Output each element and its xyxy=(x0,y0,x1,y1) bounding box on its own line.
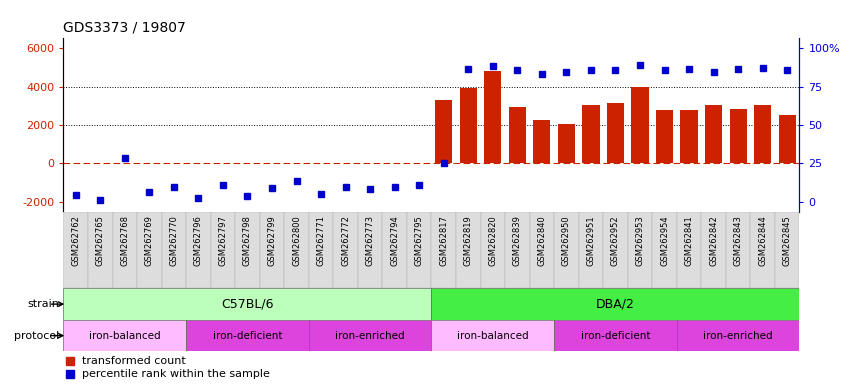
Text: GSM262844: GSM262844 xyxy=(758,215,767,266)
Text: iron-balanced: iron-balanced xyxy=(457,331,529,341)
Bar xyxy=(579,212,603,288)
Bar xyxy=(505,212,530,288)
Bar xyxy=(628,212,652,288)
Bar xyxy=(333,212,358,288)
Text: GSM262845: GSM262845 xyxy=(783,215,792,266)
Text: percentile rank within the sample: percentile rank within the sample xyxy=(82,369,270,379)
Bar xyxy=(508,107,526,164)
Text: GSM262768: GSM262768 xyxy=(120,215,129,266)
Text: GSM262841: GSM262841 xyxy=(684,215,694,266)
Bar xyxy=(554,320,677,351)
Text: GSM262798: GSM262798 xyxy=(243,215,252,266)
Text: GSM262839: GSM262839 xyxy=(513,215,522,266)
Bar xyxy=(631,86,649,164)
Bar xyxy=(211,212,235,288)
Text: GSM262773: GSM262773 xyxy=(365,215,375,266)
Text: GSM262951: GSM262951 xyxy=(586,215,596,266)
Text: GSM262797: GSM262797 xyxy=(218,215,228,266)
Text: GSM262820: GSM262820 xyxy=(488,215,497,266)
Bar xyxy=(431,320,554,351)
Text: GSM262840: GSM262840 xyxy=(537,215,547,266)
Text: GSM262799: GSM262799 xyxy=(267,215,277,266)
Bar xyxy=(582,105,600,164)
Text: GSM262952: GSM262952 xyxy=(611,215,620,266)
Text: iron-deficient: iron-deficient xyxy=(212,331,283,341)
Bar xyxy=(750,212,775,288)
Text: GSM262843: GSM262843 xyxy=(733,215,743,266)
Bar xyxy=(726,212,750,288)
Bar xyxy=(137,212,162,288)
Bar xyxy=(603,212,628,288)
Bar xyxy=(729,109,747,164)
Bar xyxy=(481,212,505,288)
Bar xyxy=(63,320,186,351)
Bar xyxy=(775,212,799,288)
Bar xyxy=(63,212,88,288)
Bar xyxy=(382,212,407,288)
Text: GSM262842: GSM262842 xyxy=(709,215,718,266)
Text: GSM262950: GSM262950 xyxy=(562,215,571,266)
Bar xyxy=(652,212,677,288)
Bar xyxy=(235,212,260,288)
Text: GSM262796: GSM262796 xyxy=(194,215,203,266)
Bar xyxy=(554,212,579,288)
Text: iron-enriched: iron-enriched xyxy=(703,331,773,341)
Text: GSM262800: GSM262800 xyxy=(292,215,301,266)
Bar xyxy=(459,88,477,164)
Text: GSM262794: GSM262794 xyxy=(390,215,399,266)
Text: GSM262772: GSM262772 xyxy=(341,215,350,266)
Text: protocol: protocol xyxy=(14,331,59,341)
Bar xyxy=(284,212,309,288)
Bar xyxy=(656,109,673,164)
Bar xyxy=(63,288,431,320)
Bar xyxy=(701,212,726,288)
Bar xyxy=(162,212,186,288)
Bar xyxy=(431,212,456,288)
Bar xyxy=(407,212,431,288)
Text: GSM262819: GSM262819 xyxy=(464,215,473,266)
Text: GDS3373 / 19807: GDS3373 / 19807 xyxy=(63,21,186,35)
Bar xyxy=(484,71,502,164)
Bar xyxy=(113,212,137,288)
Text: GSM262769: GSM262769 xyxy=(145,215,154,266)
Bar xyxy=(705,105,722,164)
Bar xyxy=(607,103,624,164)
Bar xyxy=(754,105,772,164)
Text: iron-deficient: iron-deficient xyxy=(580,331,651,341)
Text: iron-balanced: iron-balanced xyxy=(89,331,161,341)
Bar xyxy=(456,212,481,288)
Text: GSM262762: GSM262762 xyxy=(71,215,80,266)
Text: GSM262817: GSM262817 xyxy=(439,215,448,266)
Text: GSM262954: GSM262954 xyxy=(660,215,669,266)
Bar xyxy=(260,212,284,288)
Bar xyxy=(533,120,551,164)
Bar xyxy=(558,124,575,164)
Text: C57BL/6: C57BL/6 xyxy=(221,298,274,311)
Bar xyxy=(677,320,799,351)
Text: strain: strain xyxy=(27,299,59,309)
Bar xyxy=(309,320,431,351)
Text: GSM262771: GSM262771 xyxy=(316,215,326,266)
Bar xyxy=(88,212,113,288)
Text: transformed count: transformed count xyxy=(82,356,186,366)
Text: iron-enriched: iron-enriched xyxy=(335,331,405,341)
Text: GSM262795: GSM262795 xyxy=(415,215,424,266)
Bar xyxy=(677,212,701,288)
Bar xyxy=(116,162,134,164)
Text: GSM262953: GSM262953 xyxy=(635,215,645,266)
Bar xyxy=(680,109,698,164)
Bar xyxy=(778,115,796,164)
Bar xyxy=(530,212,554,288)
Bar xyxy=(309,212,333,288)
Bar xyxy=(431,288,799,320)
Bar xyxy=(435,100,453,164)
Bar xyxy=(186,320,309,351)
Text: DBA/2: DBA/2 xyxy=(596,298,634,311)
Bar xyxy=(186,212,211,288)
Text: GSM262765: GSM262765 xyxy=(96,215,105,266)
Bar xyxy=(358,212,382,288)
Text: GSM262770: GSM262770 xyxy=(169,215,179,266)
